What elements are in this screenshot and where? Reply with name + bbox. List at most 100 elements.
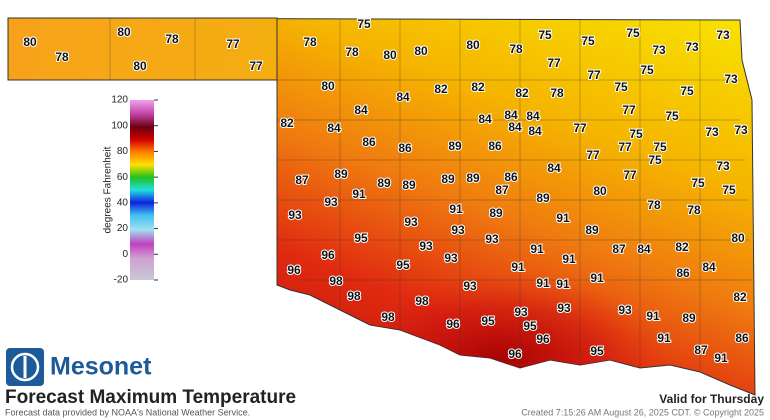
station-temp: 86 xyxy=(676,266,690,280)
station-temp: 84 xyxy=(478,112,492,126)
station-temp: 84 xyxy=(526,109,540,123)
station-temp: 91 xyxy=(530,242,544,256)
station-temp: 80 xyxy=(383,48,397,62)
station-temp: 95 xyxy=(481,314,495,328)
station-temp: 75 xyxy=(665,109,679,123)
station-temp: 75 xyxy=(357,17,371,31)
station-temp: 91 xyxy=(556,277,570,291)
station-temp: 89 xyxy=(334,167,348,181)
station-temp: 75 xyxy=(538,28,552,42)
station-temp: 98 xyxy=(381,310,395,324)
station-temp: 84 xyxy=(508,120,522,134)
station-temp: 77 xyxy=(586,148,600,162)
logo: Mesonet xyxy=(6,348,152,386)
colorbar-tick-label: 100 xyxy=(111,120,128,131)
station-temp: 84 xyxy=(327,121,341,135)
colorbar-label: degrees Fahrenheit xyxy=(103,146,114,233)
station-temp: 96 xyxy=(446,317,460,331)
station-temp: 75 xyxy=(640,63,654,77)
station-temp: 75 xyxy=(626,26,640,40)
station-temp: 91 xyxy=(562,252,576,266)
station-temp: 86 xyxy=(362,135,376,149)
state-map xyxy=(7,17,756,396)
colorbar xyxy=(130,100,154,280)
station-temp: 77 xyxy=(623,168,637,182)
colorbar-tick-label: 20 xyxy=(117,223,129,234)
station-temp: 86 xyxy=(504,170,518,184)
station-temp: 89 xyxy=(489,206,503,220)
station-temp: 89 xyxy=(682,311,696,325)
station-temp: 98 xyxy=(347,289,361,303)
station-temp: 84 xyxy=(637,242,651,256)
station-temp: 93 xyxy=(419,239,433,253)
station-temp: 75 xyxy=(722,183,736,197)
station-temp: 77 xyxy=(573,121,587,135)
colorbar-tick-label: 0 xyxy=(122,249,128,260)
station-temp: 80 xyxy=(414,44,428,58)
colorbar-ticks: 120 100 80 60 40 20 0 -20 xyxy=(111,95,158,286)
station-temp: 82 xyxy=(471,80,485,94)
station-temp: 91 xyxy=(657,331,671,345)
station-temp: 86 xyxy=(488,139,502,153)
station-temp: 78 xyxy=(303,35,317,49)
station-temp: 78 xyxy=(687,203,701,217)
station-temp: 91 xyxy=(556,211,570,225)
station-temp: 91 xyxy=(511,260,525,274)
colorbar-tick-label: 40 xyxy=(117,197,129,208)
station-temp: 77 xyxy=(622,103,636,117)
station-temp: 75 xyxy=(629,127,643,141)
source: Forecast data provided by NOAA's Nationa… xyxy=(5,407,250,417)
station-temp: 93 xyxy=(618,303,632,317)
station-temp: 96 xyxy=(321,248,335,262)
station-temp: 86 xyxy=(398,141,412,155)
station-temp: 78 xyxy=(165,32,179,46)
station-temp: 80 xyxy=(593,184,607,198)
station-temp: 75 xyxy=(680,84,694,98)
station-temp: 80 xyxy=(117,25,131,39)
station-temp: 82 xyxy=(434,82,448,96)
created: Created 7:15:26 AM August 26, 2025 CDT. … xyxy=(521,407,764,417)
station-temp: 87 xyxy=(295,173,309,187)
station-temp: 93 xyxy=(444,251,458,265)
station-temp: 93 xyxy=(288,208,302,222)
colorbar-tick-label: 80 xyxy=(117,146,129,157)
station-temp: 78 xyxy=(345,45,359,59)
station-temp: 86 xyxy=(735,331,749,345)
station-temp: 84 xyxy=(547,161,561,175)
station-temp: 82 xyxy=(675,240,689,254)
station-temp: 93 xyxy=(324,195,338,209)
station-temp: 89 xyxy=(448,139,462,153)
station-temp: 73 xyxy=(734,123,748,137)
station-temp: 84 xyxy=(354,103,368,117)
station-temp: 93 xyxy=(451,223,465,237)
station-temp: 93 xyxy=(514,305,528,319)
station-temp: 89 xyxy=(585,223,599,237)
station-temp: 89 xyxy=(402,178,416,192)
station-temp: 89 xyxy=(536,191,550,205)
station-temp: 91 xyxy=(536,276,550,290)
station-temp: 95 xyxy=(396,258,410,272)
colorbar-tick-label: 120 xyxy=(111,95,128,106)
station-temp: 91 xyxy=(590,271,604,285)
station-temp: 93 xyxy=(485,232,499,246)
station-temp: 80 xyxy=(133,59,147,73)
station-temp: 73 xyxy=(724,72,738,86)
station-temp: 84 xyxy=(396,90,410,104)
station-temp: 82 xyxy=(515,86,529,100)
station-temp: 75 xyxy=(653,140,667,154)
station-temp: 98 xyxy=(329,274,343,288)
station-temp: 77 xyxy=(618,140,632,154)
station-temp: 96 xyxy=(536,332,550,346)
station-temp: 89 xyxy=(377,176,391,190)
station-temp: 87 xyxy=(694,343,708,357)
station-temp: 75 xyxy=(648,153,662,167)
station-temp: 78 xyxy=(550,86,564,100)
station-temp: 78 xyxy=(647,198,661,212)
station-temp: 75 xyxy=(581,34,595,48)
station-temp: 82 xyxy=(733,290,747,304)
logo-text: Mesonet xyxy=(50,353,152,381)
station-temp: 96 xyxy=(508,347,522,361)
